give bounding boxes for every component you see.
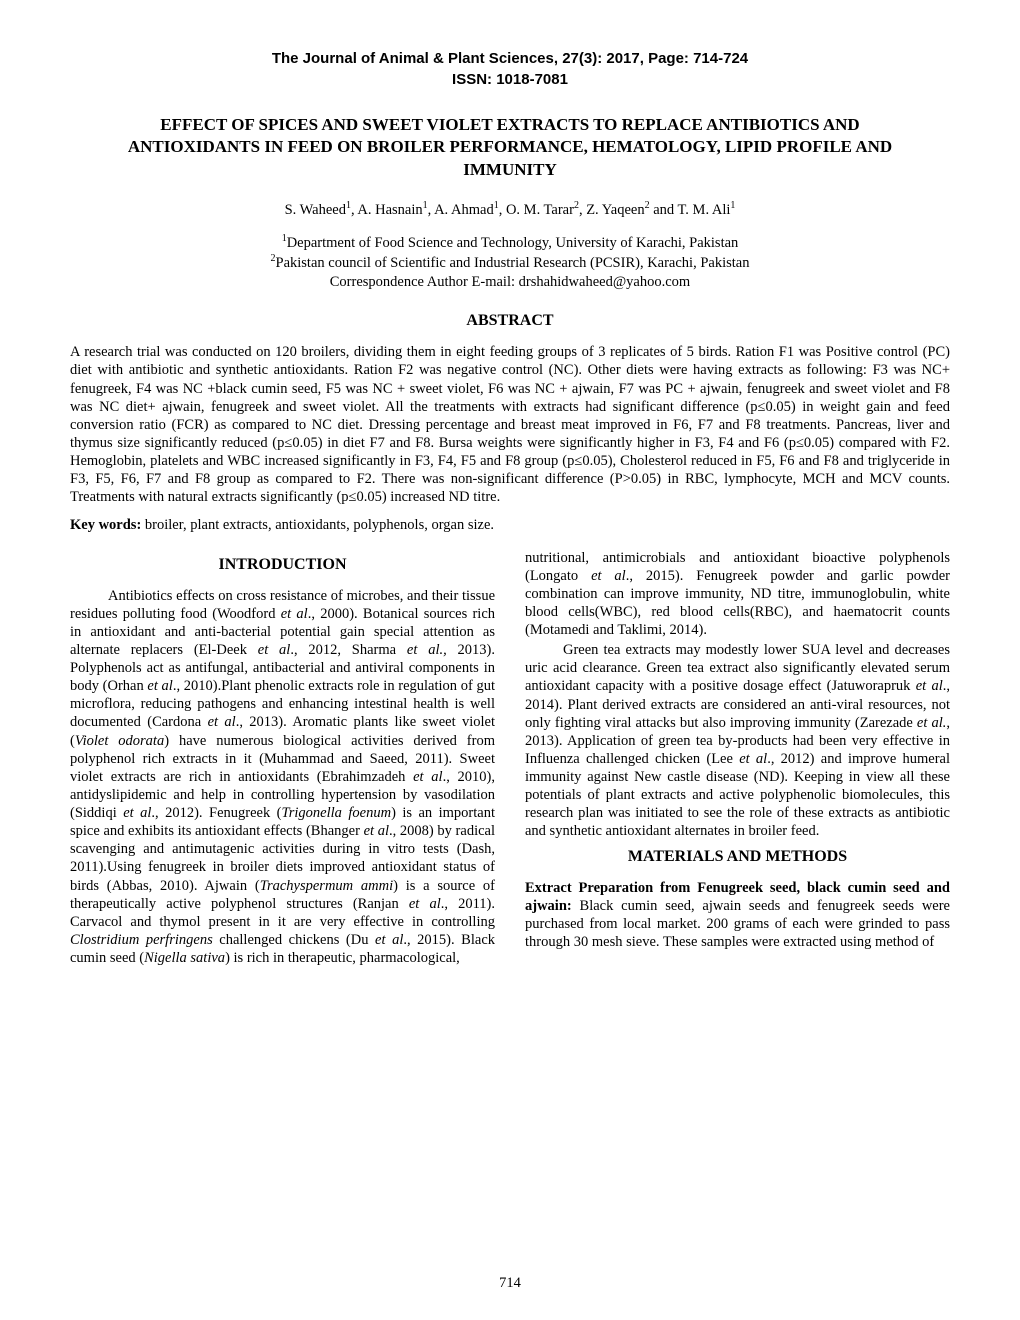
left-column: INTRODUCTION Antibiotics effects on cros… <box>70 549 495 970</box>
journal-issn: ISSN: 1018-7081 <box>70 71 950 90</box>
affiliation-1: 1Department of Food Science and Technolo… <box>70 233 950 252</box>
paper-title: EFFECT OF SPICES AND SWEET VIOLET EXTRAC… <box>100 114 920 183</box>
intro-continuation: nutritional, antimicrobials and antioxid… <box>525 549 950 640</box>
affiliation-2: 2Pakistan council of Scientific and Indu… <box>70 253 950 272</box>
authors-line: S. Waheed1, A. Hasnain1, A. Ahmad1, O. M… <box>70 200 950 219</box>
keywords-text: broiler, plant extracts, antioxidants, p… <box>141 517 494 533</box>
intro-paragraph-1: Antibiotics effects on cross resistance … <box>70 587 495 968</box>
abstract-heading: ABSTRACT <box>70 311 950 331</box>
page-number: 714 <box>0 1274 1020 1292</box>
materials-paragraph-1: Extract Preparation from Fenugreek seed,… <box>525 879 950 952</box>
abstract-text: A research trial was conducted on 120 br… <box>70 343 950 506</box>
keywords-line: Key words: broiler, plant extracts, anti… <box>70 516 950 534</box>
correspondence: Correspondence Author E-mail: drshahidwa… <box>70 273 950 291</box>
materials-heading: MATERIALS AND METHODS <box>525 847 950 867</box>
keywords-label: Key words: <box>70 517 141 533</box>
journal-citation: The Journal of Animal & Plant Sciences, … <box>70 50 950 69</box>
right-column: nutritional, antimicrobials and antioxid… <box>525 549 950 970</box>
intro-paragraph-2: Green tea extracts may modestly lower SU… <box>525 641 950 840</box>
two-column-body: INTRODUCTION Antibiotics effects on cros… <box>70 549 950 970</box>
affiliations-block: 1Department of Food Science and Technolo… <box>70 233 950 291</box>
journal-header: The Journal of Animal & Plant Sciences, … <box>70 50 950 90</box>
introduction-heading: INTRODUCTION <box>70 555 495 575</box>
